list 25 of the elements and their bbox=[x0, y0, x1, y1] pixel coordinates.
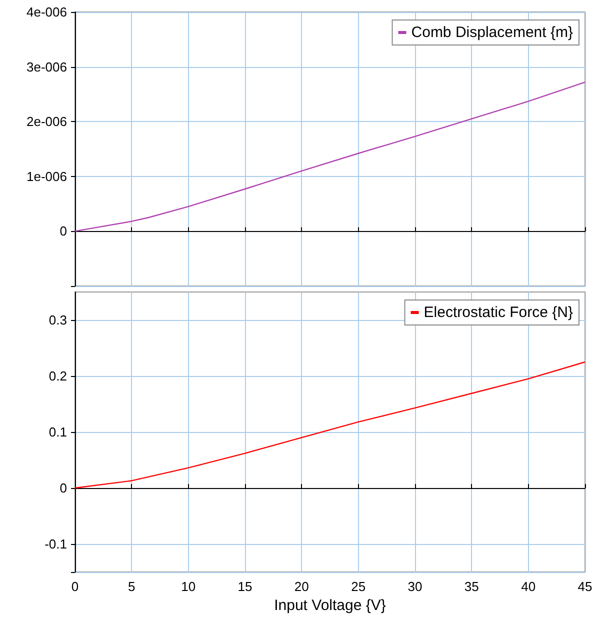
x-tick-label: 45 bbox=[578, 579, 592, 594]
legend-label: Comb Displacement {m} bbox=[411, 24, 573, 41]
x-tick-label: 0 bbox=[71, 579, 79, 594]
y-tick-label: 0.1 bbox=[48, 424, 67, 440]
x-tick-label: 40 bbox=[521, 579, 536, 594]
y-tick-label: 0.3 bbox=[48, 312, 67, 328]
y-tick-label: 2e-006 bbox=[26, 114, 67, 130]
y-tick-label: 1e-006 bbox=[26, 168, 67, 184]
line-series bbox=[74, 82, 586, 232]
y-tick-label: 0 bbox=[60, 480, 67, 496]
legend-label: Electrostatic Force {N} bbox=[424, 304, 574, 321]
y-tick-label: 4e-006 bbox=[26, 4, 67, 20]
x-tick-label: 30 bbox=[408, 579, 422, 594]
line-series bbox=[74, 361, 586, 489]
x-axis-title: Input Voltage {V} bbox=[274, 596, 386, 614]
x-tick-label: 20 bbox=[294, 579, 309, 594]
y-tick-label: 3e-006 bbox=[26, 59, 67, 74]
y-tick-label: 0 bbox=[60, 224, 67, 239]
x-tick-label: 10 bbox=[181, 579, 196, 594]
x-tick-label: 5 bbox=[128, 579, 136, 594]
x-tick-label: 25 bbox=[351, 579, 366, 594]
x-tick-label: 35 bbox=[464, 579, 479, 594]
y-tick-label: 0.2 bbox=[48, 368, 67, 384]
y-tick-label: -0.1 bbox=[44, 536, 67, 552]
x-tick-label: 15 bbox=[238, 579, 252, 594]
